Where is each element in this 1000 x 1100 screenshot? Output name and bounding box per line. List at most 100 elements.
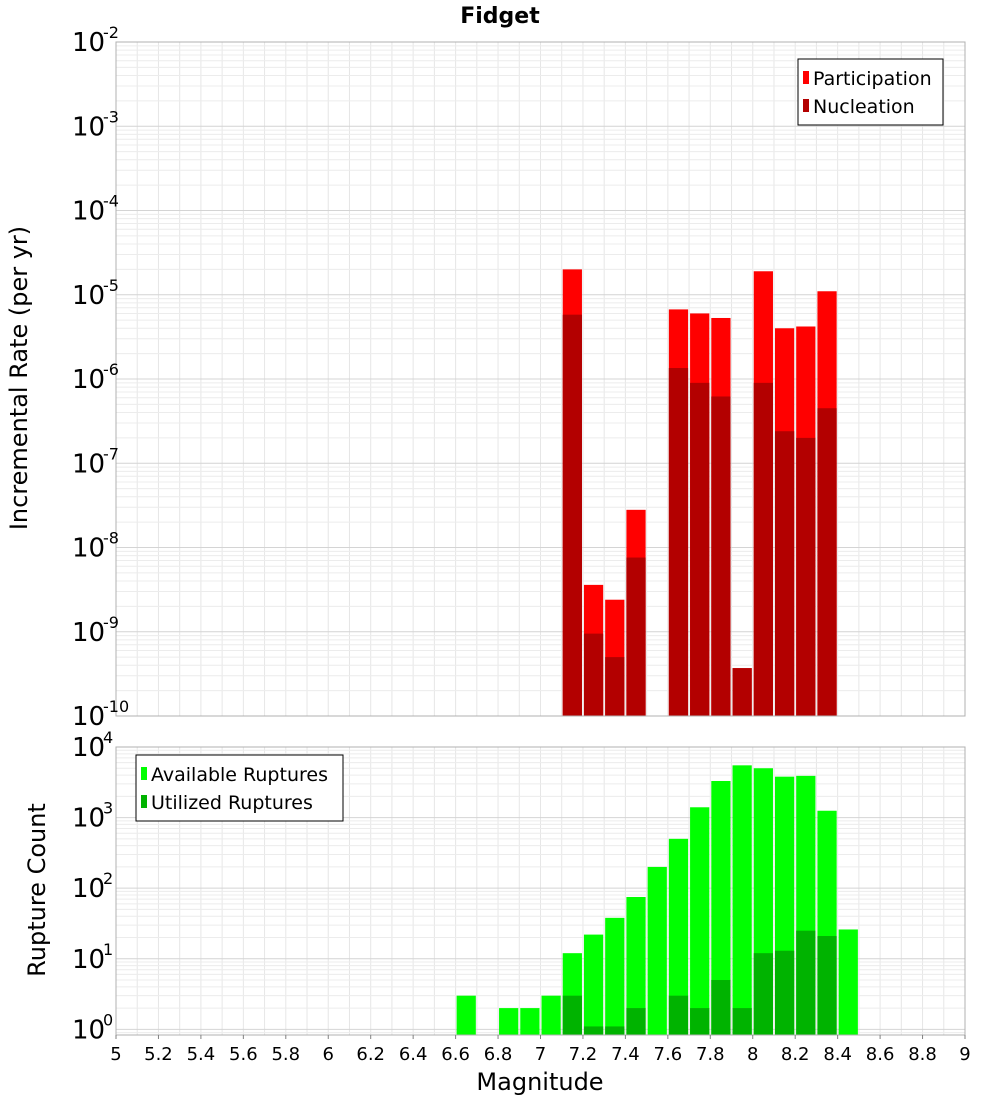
- bottom-y-tick-label: 102: [72, 869, 113, 904]
- bottom-y-tick-base: 10: [72, 733, 105, 763]
- x-tick-label: 8.6: [866, 1044, 895, 1065]
- x-tick-label: 7.4: [611, 1044, 640, 1065]
- bottom-bar-available-ruptures: [626, 896, 646, 1035]
- top-legend-swatch-nucleation: [803, 99, 809, 112]
- bottom-y-tick-exponent: 0: [103, 1010, 113, 1029]
- top-y-tick-exponent: -10: [103, 697, 129, 716]
- top-bar-nucleation: [817, 408, 837, 716]
- top-bar-nucleation: [753, 382, 773, 716]
- top-legend-box: [797, 58, 944, 126]
- top-legend-label-participation: Participation: [813, 68, 932, 90]
- top-y-tick-base: 10: [72, 449, 105, 479]
- bottom-bar-available-ruptures: [647, 866, 667, 1035]
- bottom-y-tick-label: 100: [72, 1010, 113, 1045]
- x-tick-label: 8.4: [823, 1044, 852, 1065]
- top-y-tick-exponent: -9: [103, 613, 119, 632]
- bottom-legend: Available Ruptures Utilized Ruptures: [135, 754, 344, 822]
- bottom-bar-available-ruptures: [583, 934, 604, 1035]
- x-tick-label: 6.4: [399, 1044, 428, 1065]
- bottom-legend-label-utilized-ruptures: Utilized Ruptures: [151, 792, 313, 814]
- x-tick-label: 8.8: [908, 1044, 937, 1065]
- bottom-bar-utilized-ruptures: [732, 1008, 752, 1035]
- x-tick-label: 7.8: [696, 1044, 725, 1065]
- x-tick-label: 5: [110, 1044, 121, 1065]
- top-plot: 10-1010-910-810-710-610-510-410-310-2Par…: [72, 23, 966, 732]
- bottom-bar-utilized-ruptures: [690, 1008, 710, 1035]
- x-tick-label: 5.6: [229, 1044, 258, 1065]
- x-tick-label: 6.6: [441, 1044, 470, 1065]
- top-y-tick-label: 10-4: [72, 192, 119, 227]
- top-y-tick-exponent: -8: [103, 529, 119, 548]
- bottom-y-tick-exponent: 1: [103, 940, 113, 959]
- bottom-y-tick-base: 10: [72, 945, 105, 975]
- bottom-bar-utilized-ruptures: [796, 930, 816, 1035]
- top-y-tick-base: 10: [72, 365, 105, 395]
- top-y-tick-label: 10-7: [72, 444, 119, 479]
- top-y-tick-base: 10: [72, 28, 105, 58]
- top-bar-nucleation: [711, 396, 731, 716]
- bottom-y-tick-exponent: 4: [103, 728, 113, 747]
- x-tick-label: 7: [535, 1044, 546, 1065]
- top-y-tick-label: 10-5: [72, 276, 119, 311]
- top-y-tick-base: 10: [72, 197, 105, 227]
- bottom-bar-utilized-ruptures: [626, 1008, 646, 1035]
- bottom-bar-utilized-ruptures: [562, 995, 582, 1035]
- x-tick-label: 5.8: [271, 1044, 300, 1065]
- bottom-y-tick-base: 10: [72, 1015, 105, 1045]
- bottom-bar-utilized-ruptures: [605, 1026, 625, 1035]
- bottom-bar-available-ruptures: [668, 838, 689, 1035]
- top-y-axis-label: Incremental Rate (per yr): [5, 226, 33, 530]
- x-tick-label: 7.2: [569, 1044, 598, 1065]
- top-y-tick-base: 10: [72, 618, 105, 648]
- x-tick-label: 7.6: [654, 1044, 683, 1065]
- top-y-tick-label: 10-6: [72, 360, 119, 395]
- bottom-y-tick-label: 101: [72, 940, 113, 975]
- top-y-tick-exponent: -3: [103, 107, 119, 126]
- bottom-y-axis-label: Rupture Count: [23, 803, 51, 977]
- top-bar-nucleation: [690, 382, 710, 716]
- bottom-legend-swatch-utilized-ruptures: [141, 795, 147, 808]
- x-tick-label: 9: [959, 1044, 970, 1065]
- bottom-bar-available-ruptures: [711, 780, 731, 1035]
- top-y-tick-exponent: -7: [103, 444, 119, 463]
- x-axis-label: Magnitude: [476, 1068, 603, 1096]
- top-plot-border: [115, 41, 966, 717]
- top-bar-nucleation: [583, 633, 604, 716]
- x-tick-label: 8: [747, 1044, 758, 1065]
- top-y-tick-label: 10-10: [72, 697, 129, 732]
- bottom-legend-swatch-available-ruptures: [141, 767, 147, 780]
- top-bar-nucleation: [796, 437, 816, 716]
- bottom-bar-available-ruptures: [541, 995, 561, 1035]
- top-bar-nucleation: [626, 557, 646, 716]
- top-y-tick-base: 10: [72, 702, 105, 732]
- top-legend-label-nucleation: Nucleation: [813, 96, 915, 118]
- top-legend: Participation Nucleation: [797, 58, 944, 126]
- bottom-bar-available-ruptures: [732, 765, 752, 1035]
- top-bar-nucleation: [732, 668, 752, 716]
- bottom-bar-available-ruptures: [838, 929, 858, 1035]
- x-tick-label: 6: [323, 1044, 334, 1065]
- bottom-bar-utilized-ruptures: [668, 995, 689, 1035]
- top-bar-nucleation: [668, 368, 689, 716]
- bottom-bar-available-ruptures: [456, 995, 476, 1035]
- chart-title: Fidget: [460, 4, 540, 29]
- top-y-tick-base: 10: [72, 281, 105, 311]
- bottom-legend-label-available-ruptures: Available Ruptures: [151, 764, 328, 786]
- bottom-legend-box: [135, 754, 344, 822]
- top-bar-nucleation: [605, 657, 625, 716]
- top-y-tick-label: 10-2: [72, 23, 119, 58]
- bottom-y-tick-label: 103: [72, 799, 113, 834]
- top-y-tick-exponent: -6: [103, 360, 119, 379]
- top-legend-swatch-participation: [803, 71, 809, 84]
- bottom-y-tick-base: 10: [72, 804, 105, 834]
- x-tick-label: 6.8: [484, 1044, 513, 1065]
- top-y-tick-exponent: -4: [103, 192, 119, 211]
- top-y-tick-label: 10-8: [72, 529, 119, 564]
- top-y-tick-base: 10: [72, 112, 105, 142]
- top-y-tick-base: 10: [72, 534, 105, 564]
- top-y-tick-label: 10-9: [72, 613, 119, 648]
- bottom-y-tick-exponent: 2: [103, 869, 113, 888]
- top-bar-nucleation: [562, 314, 582, 716]
- x-tick-label: 5.2: [144, 1044, 173, 1065]
